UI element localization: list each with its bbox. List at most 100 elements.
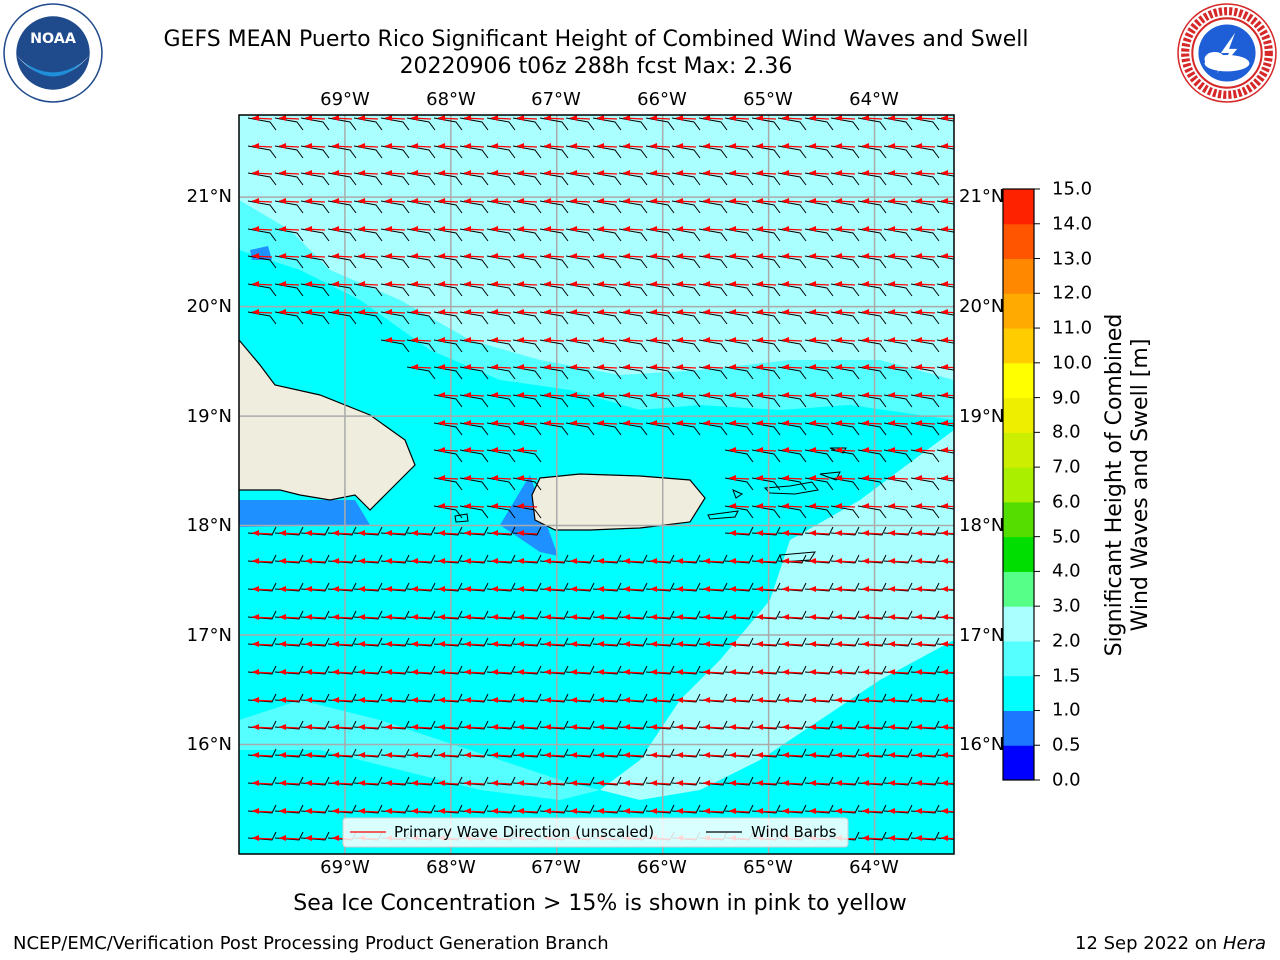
- wave-direction-arrow: [463, 253, 485, 259]
- lon-label-top: 64°W: [849, 89, 899, 110]
- wave-direction-arrow: [702, 115, 724, 121]
- wave-direction-arrow: [755, 586, 777, 592]
- wave-direction-arrow: [649, 143, 671, 149]
- wave-direction-arrow: [463, 309, 485, 315]
- wave-direction-arrow: [914, 808, 936, 814]
- colorbar-bin: [1003, 397, 1034, 433]
- wave-direction-arrow: [675, 392, 697, 398]
- map-frame: [238, 114, 955, 855]
- wave-direction-arrow: [410, 170, 432, 176]
- wave-direction-arrow: [516, 780, 538, 786]
- wave-direction-arrow: [278, 697, 300, 703]
- wave-direction-arrow: [304, 614, 326, 620]
- wave-direction-arrow: [755, 281, 777, 287]
- wave-direction-arrow: [410, 780, 432, 786]
- wave-direction-arrow: [304, 170, 326, 176]
- wave-direction-arrow: [861, 198, 883, 204]
- wave-direction-arrow: [808, 392, 830, 398]
- colorbar-bin: [1003, 189, 1034, 225]
- wave-direction-arrow: [331, 586, 353, 592]
- wave-direction-arrow: [357, 586, 379, 592]
- wave-direction-arrow: [622, 253, 644, 259]
- wave-direction-arrow: [569, 724, 591, 730]
- wave-direction-arrow: [887, 586, 909, 592]
- wave-direction-arrow: [834, 253, 856, 259]
- wave-direction-arrow: [728, 309, 750, 315]
- wave-direction-arrow: [834, 586, 856, 592]
- wave-direction-arrow: [675, 808, 697, 814]
- wave-direction-arrow: [887, 614, 909, 620]
- wave-direction-arrow: [331, 558, 353, 564]
- wave-direction-arrow: [357, 669, 379, 675]
- wave-direction-arrow: [543, 115, 565, 121]
- wave-direction-arrow: [622, 198, 644, 204]
- wave-direction-arrow: [410, 752, 432, 758]
- wave-direction-arrow: [834, 752, 856, 758]
- wave-direction-arrow: [569, 669, 591, 675]
- colorbar-tick-label: 0.5: [1052, 734, 1081, 756]
- wave-direction-arrow: [622, 697, 644, 703]
- wave-direction-arrow: [516, 614, 538, 620]
- wave-direction-arrow: [516, 697, 538, 703]
- wave-direction-arrow: [781, 808, 803, 814]
- wave-direction-arrow: [622, 614, 644, 620]
- wave-direction-arrow: [384, 170, 406, 176]
- colorbar-bin: [1003, 710, 1034, 746]
- wave-direction-arrow: [437, 115, 459, 121]
- wave-direction-arrow: [331, 780, 353, 786]
- wave-direction-arrow: [702, 558, 724, 564]
- wave-direction-arrow: [569, 115, 591, 121]
- wave-direction-arrow: [940, 724, 954, 730]
- wave-direction-arrow: [940, 198, 954, 204]
- wave-direction-arrow: [596, 281, 618, 287]
- wave-direction-arrow: [569, 364, 591, 370]
- wave-direction-arrow: [384, 669, 406, 675]
- wave-direction-arrow: [914, 447, 936, 453]
- wave-direction-arrow: [728, 143, 750, 149]
- wave-direction-arrow: [304, 641, 326, 647]
- wave-direction-arrow: [675, 170, 697, 176]
- wave-direction-arrow: [357, 253, 379, 259]
- lon-label-top: 68°W: [426, 89, 476, 110]
- wave-direction-arrow: [781, 337, 803, 343]
- wave-direction-arrow: [569, 281, 591, 287]
- wave-direction-arrow: [278, 226, 300, 232]
- wave-direction-arrow: [251, 253, 273, 259]
- wave-direction-arrow: [410, 198, 432, 204]
- wave-direction-arrow: [410, 337, 432, 343]
- wave-direction-arrow: [728, 226, 750, 232]
- wave-direction-arrow: [728, 530, 750, 536]
- wave-direction-arrow: [251, 752, 273, 758]
- wave-direction-arrow: [516, 724, 538, 730]
- wave-direction-arrow: [728, 198, 750, 204]
- wave-direction-arrow: [781, 503, 803, 509]
- wave-direction-arrow: [834, 226, 856, 232]
- wave-direction-arrow: [781, 669, 803, 675]
- wave-direction-arrow: [596, 198, 618, 204]
- wave-direction-arrow: [516, 808, 538, 814]
- wave-direction-arrow: [702, 143, 724, 149]
- wave-direction-arrow: [728, 364, 750, 370]
- wave-direction-arrow: [649, 752, 671, 758]
- ocean-blue-region: [239, 500, 370, 527]
- wave-direction-arrow: [384, 752, 406, 758]
- wave-direction-arrow: [728, 115, 750, 121]
- wave-direction-arrow: [463, 558, 485, 564]
- colorbar-tick-label: 14.0: [1052, 213, 1093, 235]
- wave-direction-arrow: [516, 530, 538, 536]
- colorbar-title-line1: Significant Height of Combined: [1102, 313, 1127, 657]
- wave-direction-arrow: [675, 309, 697, 315]
- wave-direction-arrow: [463, 752, 485, 758]
- wave-direction-arrow: [914, 281, 936, 287]
- colorbar-bin: [1003, 745, 1034, 781]
- wave-direction-arrow: [490, 170, 512, 176]
- wave-direction-arrow: [490, 697, 512, 703]
- wave-direction-arrow: [569, 337, 591, 343]
- wave-direction-arrow: [251, 143, 273, 149]
- wave-direction-arrow: [675, 281, 697, 287]
- wave-direction-arrow: [781, 226, 803, 232]
- wave-direction-arrow: [357, 808, 379, 814]
- wave-direction-arrow: [410, 530, 432, 536]
- wave-direction-arrow: [861, 475, 883, 481]
- wave-direction-arrow: [914, 475, 936, 481]
